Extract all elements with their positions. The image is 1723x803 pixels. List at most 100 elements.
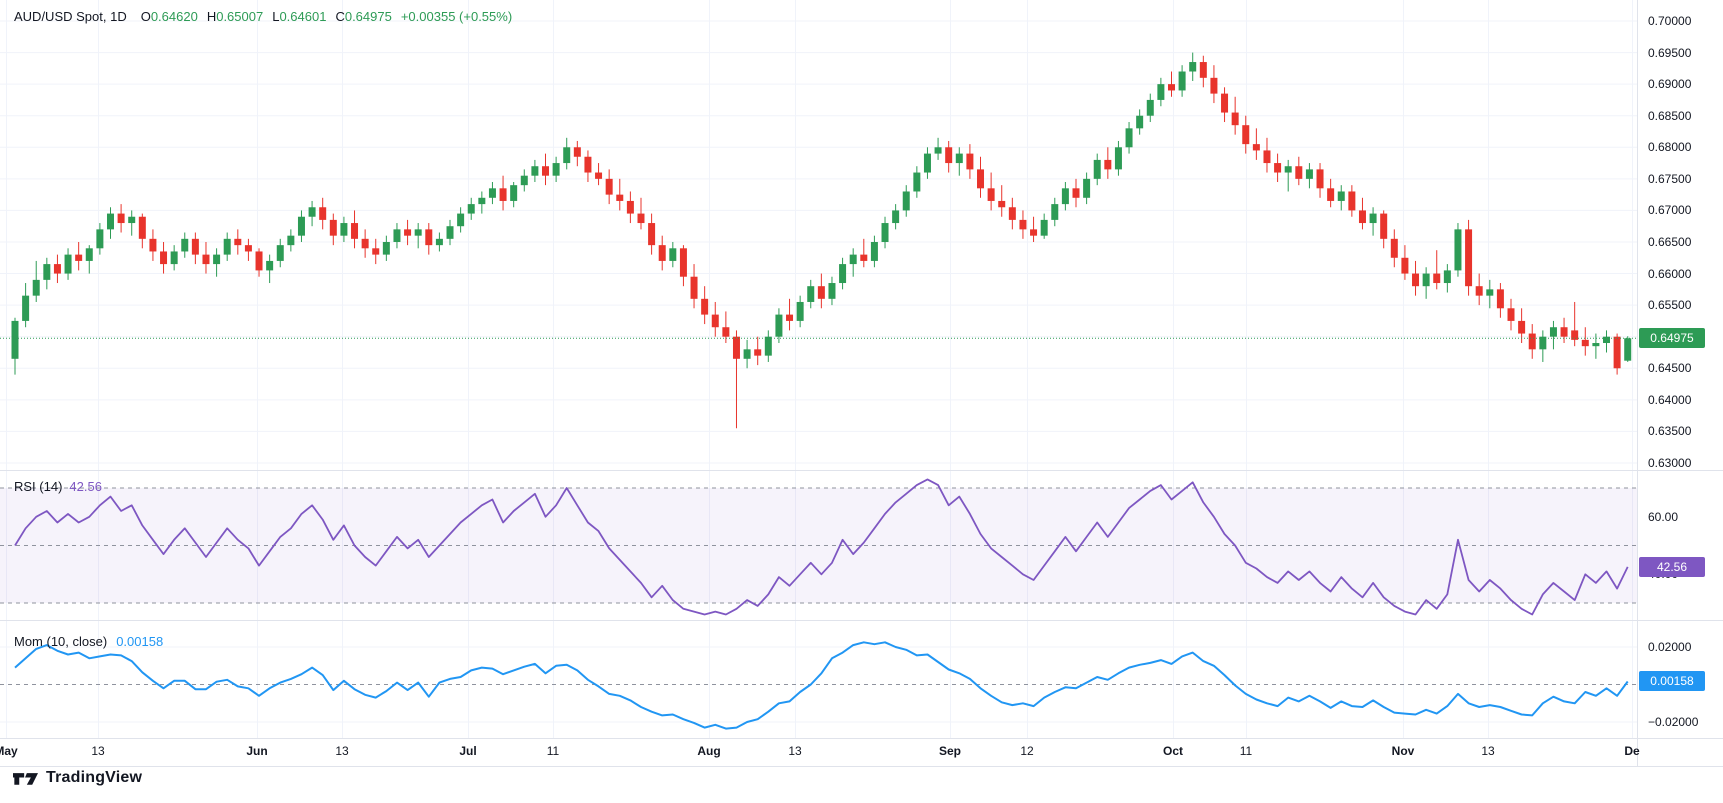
candle-body (1210, 77, 1218, 94)
candle-body (573, 147, 581, 157)
candle-body (1316, 169, 1324, 189)
candle-body (1189, 62, 1197, 72)
time-axis-label: 13 (788, 744, 802, 758)
candle-body (329, 219, 337, 236)
candle-body (1380, 213, 1388, 239)
candle-body (138, 216, 146, 239)
price-axis-label: 0.69500 (1648, 45, 1692, 60)
candle-body (934, 147, 942, 154)
candle-body (1305, 169, 1313, 179)
candle-body (1624, 338, 1632, 361)
candle-body (711, 314, 719, 328)
candle-body (361, 238, 369, 249)
candle-body (53, 264, 61, 274)
time-axis-label: De (1624, 744, 1640, 758)
candle-body (1581, 339, 1589, 347)
candle-body (499, 188, 507, 201)
time-axis-label: Sep (938, 744, 962, 758)
ohlc-readout: O0.64620 H0.65007 L0.64601 C0.64975 +0.0… (141, 9, 512, 24)
candle-body (1528, 333, 1536, 350)
close-readout: C0.64975 (335, 9, 392, 24)
candle-body (1274, 163, 1282, 173)
price-axis-label: 0.65500 (1648, 298, 1692, 313)
candle-body (1433, 273, 1441, 284)
candle-body (595, 172, 603, 179)
open-readout: O0.64620 (140, 9, 198, 24)
candle-body (1019, 219, 1027, 230)
candle-body (828, 283, 836, 299)
candle-body (860, 254, 868, 261)
time-axis-label: Aug (697, 744, 721, 758)
rsi-value: 42.56 (69, 479, 102, 494)
candle-body (1507, 308, 1515, 321)
time-axis-label: Oct (1162, 744, 1184, 758)
price-axis-label: 0.66000 (1648, 266, 1692, 281)
candle-body (1104, 159, 1112, 170)
candle-body (1051, 204, 1059, 220)
candle-body (425, 229, 433, 246)
candle-body (1475, 286, 1483, 296)
candle-body (319, 207, 327, 220)
candle-body (913, 172, 921, 192)
last-price-badge: 0.64975 (1639, 328, 1705, 348)
candle-body (1231, 112, 1239, 126)
rsi-legend: RSI (14) 42.56 (14, 479, 102, 494)
candle-body (531, 166, 539, 176)
candle-body (1178, 71, 1186, 91)
candle-body (1412, 273, 1420, 287)
candle-body (64, 254, 72, 274)
candle-body (1465, 229, 1473, 287)
candle-body (1454, 229, 1462, 271)
candle-body (796, 301, 804, 321)
time-axis-label: May (0, 744, 18, 758)
tradingview-attribution[interactable]: TradingView (13, 769, 142, 787)
rsi-title[interactable]: RSI (14) (14, 479, 63, 494)
candle-body (690, 276, 698, 299)
candle-body (817, 286, 825, 299)
candle-body (117, 213, 125, 224)
candle-body (1167, 84, 1175, 91)
candle-body (786, 314, 794, 321)
candle-body (754, 349, 762, 356)
candle-body (902, 191, 910, 211)
candle-body (1327, 188, 1335, 201)
candle-body (658, 245, 666, 261)
mom-title[interactable]: Mom (10, close) (14, 634, 108, 649)
candle-body (1539, 336, 1547, 350)
candle-body (1603, 336, 1610, 344)
candle-body (1263, 150, 1271, 164)
candle-bodies (11, 62, 1632, 369)
candle-body (584, 156, 592, 173)
candle-body (552, 163, 560, 176)
candle-body (722, 327, 730, 337)
candle-body (648, 223, 656, 246)
mom-value: 0.00158 (116, 634, 164, 649)
candle-body (244, 245, 252, 252)
candle-body (1072, 188, 1080, 198)
candle-body (510, 185, 518, 201)
candle-body (149, 238, 157, 252)
candle-body (775, 314, 783, 337)
candle-body (467, 204, 475, 214)
candle-body (1284, 166, 1292, 173)
candle-body (1061, 188, 1069, 205)
candle-wicks (14, 52, 1629, 429)
candle-body (202, 254, 210, 265)
candle-body (287, 235, 295, 246)
candle-body (732, 336, 740, 359)
candle-body (478, 197, 486, 205)
candle-body (881, 223, 889, 242)
candle-body (266, 260, 274, 271)
mom-axis-label: 0.02000 (1648, 640, 1692, 654)
symbol-title[interactable]: AUD/USD Spot, 1D (14, 9, 127, 24)
candle-body (85, 248, 93, 261)
candle-body (435, 238, 443, 246)
time-axis-label: 11 (1239, 744, 1253, 758)
candle-body (488, 188, 496, 198)
candle-body (1549, 327, 1557, 337)
candle-body (213, 254, 221, 265)
candle-body (870, 241, 878, 261)
time-axis-label: 13 (91, 744, 105, 758)
